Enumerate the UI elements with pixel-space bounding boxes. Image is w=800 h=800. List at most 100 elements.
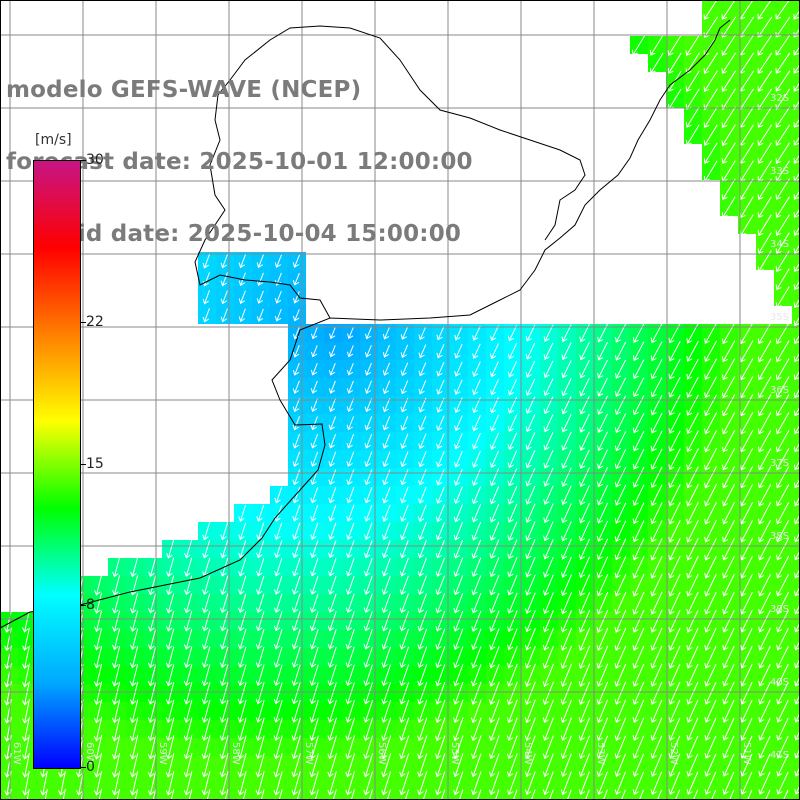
wind-arrow <box>453 699 464 724</box>
wind-arrow <box>238 308 246 323</box>
wind-arrow <box>692 789 699 800</box>
wind-arrow <box>596 538 609 561</box>
wind-arrow <box>364 504 373 522</box>
latitude-labels: 32S 33S 34S 35S 36S 37S 38S 39S 40S 41S <box>770 93 789 761</box>
wind-arrow <box>453 539 464 559</box>
wind-arrow <box>327 575 337 595</box>
wind-arrow <box>165 735 175 760</box>
wind-arrow <box>525 539 536 560</box>
wind-arrow <box>507 343 518 360</box>
wind-speed-cell <box>702 792 720 800</box>
wind-arrow <box>238 522 247 541</box>
wind-arrow <box>758 502 772 525</box>
wind-arrow <box>418 415 427 431</box>
wind-arrow <box>757 376 772 399</box>
wind-arrow <box>757 430 772 453</box>
wind-arrow <box>632 609 645 633</box>
wind-arrow <box>525 557 536 578</box>
wind-arrow <box>274 487 283 504</box>
wind-arrow <box>579 378 590 397</box>
wind-arrow <box>111 646 121 669</box>
wind-arrow <box>453 593 464 614</box>
wind-arrow <box>93 717 103 742</box>
wind-arrow <box>129 699 139 724</box>
wind-arrow <box>614 573 627 597</box>
wind-arrow <box>650 681 663 705</box>
wind-arrow <box>524 735 536 760</box>
wind-arrow <box>364 469 373 486</box>
wind-arrow <box>704 394 718 417</box>
wind-arrow <box>561 467 572 487</box>
wind-arrow <box>255 664 265 687</box>
wind-arrow <box>418 344 427 359</box>
wind-arrow <box>722 645 735 669</box>
wind-arrow <box>758 573 771 597</box>
wind-arrow <box>346 416 355 431</box>
wind-arrow <box>399 557 409 577</box>
wind-arrow <box>93 699 103 724</box>
wind-arrow <box>543 378 554 397</box>
wind-arrow <box>704 412 718 435</box>
wind-arrow <box>775 0 790 20</box>
wind-arrow <box>507 574 518 596</box>
wind-arrow <box>561 503 572 524</box>
wind-arrow <box>345 629 355 650</box>
wind-arrow <box>794 567 800 579</box>
wind-arrow <box>418 362 427 377</box>
wind-arrow <box>170 789 175 800</box>
wind-speed-cell <box>162 792 180 800</box>
wind-arrow <box>507 628 518 651</box>
wind-arrow <box>472 379 481 396</box>
wind-arrow <box>346 487 355 504</box>
wind-arrow <box>524 628 536 651</box>
wind-speed-cell <box>234 792 252 800</box>
wind-arrow <box>757 178 772 200</box>
wind-arrow <box>542 627 554 651</box>
wind-arrow <box>327 699 337 723</box>
wind-arrow <box>255 717 265 741</box>
wind-arrow <box>237 699 247 723</box>
wind-arrow <box>489 450 500 468</box>
wind-arrow <box>489 503 500 523</box>
wind-arrow <box>147 646 157 669</box>
wind-arrow <box>328 363 336 376</box>
wind-arrow <box>650 753 663 777</box>
wind-arrow <box>130 592 139 614</box>
wind-arrow <box>740 735 753 759</box>
wind-arrow <box>685 106 700 128</box>
wind-arrow <box>129 610 139 632</box>
wind-arrow <box>93 771 103 796</box>
wind-arrow <box>506 681 518 706</box>
wind-arrow <box>278 789 283 800</box>
wind-arrow <box>40 771 48 796</box>
wind-arrow <box>201 735 211 760</box>
wind-arrow <box>775 412 790 435</box>
wind-arrow <box>614 645 627 669</box>
wind-arrow <box>310 504 319 522</box>
wind-arrow <box>327 558 337 577</box>
wind-arrow <box>775 376 790 399</box>
wind-speed-cell <box>792 594 800 612</box>
wind-arrow <box>346 345 354 358</box>
longitude-label: 60W <box>84 742 95 765</box>
wind-arrow <box>22 645 30 670</box>
wind-arrow <box>134 789 139 800</box>
wind-speed-cell <box>576 792 594 800</box>
wind-arrow <box>404 789 410 800</box>
wind-arrow <box>614 484 627 506</box>
wind-arrow <box>381 646 391 668</box>
wind-speed-cell <box>792 558 800 576</box>
wind-arrow <box>111 663 121 687</box>
wind-arrow <box>310 433 319 449</box>
wind-arrow <box>668 555 681 579</box>
latitude-label: 39S <box>770 604 789 615</box>
wind-arrow <box>650 555 663 579</box>
wind-arrow <box>453 557 464 578</box>
longitude-label: 54W <box>522 742 533 765</box>
wind-arrow <box>632 573 645 597</box>
wind-arrow <box>561 378 572 397</box>
wind-arrow <box>578 717 590 742</box>
wind-arrow <box>560 574 572 597</box>
wind-arrow <box>757 70 773 92</box>
wind-arrow <box>436 326 445 341</box>
